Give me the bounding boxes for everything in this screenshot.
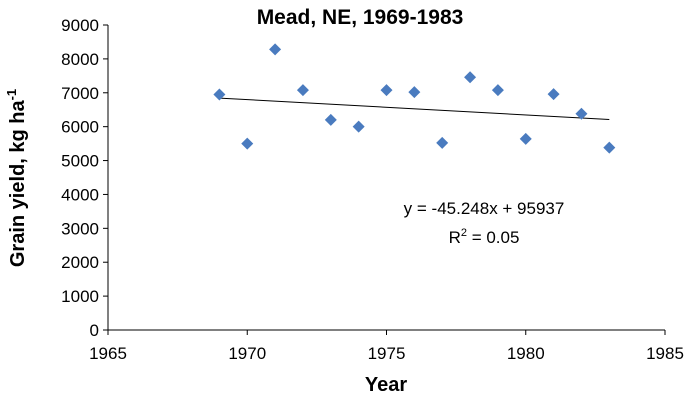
y-tick-label: 9000 xyxy=(61,16,99,35)
trendline-equation: y = -45.248x + 95937 xyxy=(404,199,565,218)
x-tick-label: 1970 xyxy=(228,344,266,363)
y-tick-label: 5000 xyxy=(61,152,99,171)
y-ticks: 0 1000 2000 3000 4000 5000 6000 7000 8000 9000 xyxy=(61,16,108,340)
data-point xyxy=(380,84,393,97)
y-axis-title-text: Grain yield, kg ha xyxy=(7,100,29,268)
data-points xyxy=(213,43,616,154)
data-point xyxy=(324,113,337,126)
data-point xyxy=(241,137,254,150)
chart-title: Mead, NE, 1969-1983 xyxy=(257,6,464,29)
data-point xyxy=(575,107,588,120)
y-tick-label: 8000 xyxy=(61,50,99,69)
data-point xyxy=(269,43,282,56)
data-point xyxy=(519,132,532,145)
y-tick-label: 0 xyxy=(90,321,99,340)
data-point xyxy=(408,86,421,99)
y-tick-label: 1000 xyxy=(61,287,99,306)
y-tick-label: 7000 xyxy=(61,84,99,103)
y-axis-title-superscript: -1 xyxy=(4,89,19,101)
data-point xyxy=(213,88,226,101)
data-point xyxy=(547,88,560,101)
trendline-group xyxy=(219,97,610,121)
data-point xyxy=(464,71,477,84)
y-tick-label: 3000 xyxy=(61,219,99,238)
y-tick-label: 4000 xyxy=(61,185,99,204)
plot-area: 0 1000 2000 3000 4000 5000 6000 7000 8000 9000 19… xyxy=(61,16,684,363)
y-tick-label: 2000 xyxy=(61,253,99,272)
x-axis-title: Year xyxy=(365,374,407,396)
x-ticks: 1965 1970 1975 1980 1985 xyxy=(89,330,684,363)
data-point xyxy=(296,84,309,97)
y-axis-title: Grain yield, kg ha-1 xyxy=(4,89,29,267)
r-squared-prefix: R xyxy=(449,228,461,247)
data-point xyxy=(603,141,616,154)
y-tick-label: 6000 xyxy=(61,118,99,137)
r-squared-label: R2 = 0.05 xyxy=(449,227,520,247)
x-tick-label: 1965 xyxy=(89,344,127,363)
x-tick-label: 1975 xyxy=(368,344,406,363)
trendline xyxy=(219,97,610,121)
data-point xyxy=(491,84,504,97)
x-tick-label: 1985 xyxy=(646,344,684,363)
r-squared-superscript: 2 xyxy=(461,227,467,239)
data-point xyxy=(352,120,365,133)
data-point xyxy=(436,136,449,149)
r-squared-value: = 0.05 xyxy=(467,228,519,247)
x-tick-label: 1980 xyxy=(507,344,545,363)
